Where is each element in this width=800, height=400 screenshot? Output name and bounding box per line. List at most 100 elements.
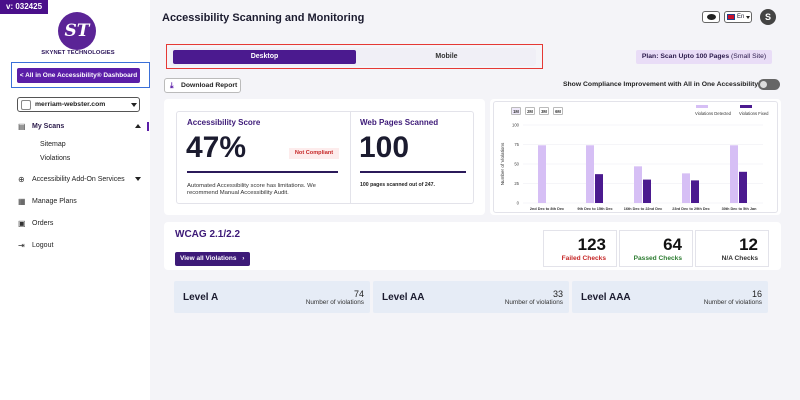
plan-prefix: Plan: [641, 53, 659, 60]
level-aa-card[interactable]: Level AA 33 Number of violations [373, 281, 569, 313]
bar-detected [730, 145, 738, 203]
stat-value: 64 [663, 235, 682, 254]
view-all-violations-button[interactable]: View all Violations › [175, 252, 250, 266]
version-badge: v: 032425 [0, 0, 49, 14]
globe-icon [21, 100, 31, 110]
wcag-title: WCAG 2.1/2.2 [175, 229, 241, 240]
level-a-card[interactable]: Level A 74 Number of violations [174, 281, 370, 313]
logo-text: SKYNET TECHNOLOGIES [41, 50, 115, 56]
x-tick-label: 30th Dec to 5th Jan [722, 207, 757, 211]
level-name: Level A [183, 292, 219, 303]
chart-panel [493, 101, 778, 213]
bar-detected [682, 173, 690, 203]
x-tick-label: 2nd Dec to 8th Dec [530, 207, 564, 211]
level-sub: Number of violations [703, 299, 762, 306]
site-select[interactable]: merriam-webster.com [17, 97, 140, 112]
level-name: Level AA [382, 292, 425, 303]
score-title: Accessibility Score [187, 118, 261, 127]
tabs-highlight [166, 44, 543, 69]
pages-title: Web Pages Scanned [360, 118, 439, 127]
x-tick-label: 9th Dec to 15th Dec [577, 207, 612, 211]
y-axis-label: Number of Violations [500, 142, 505, 185]
avatar[interactable]: S [760, 9, 776, 25]
y-tick-label: 25 [514, 181, 519, 186]
level-aaa-card[interactable]: Level AAA 16 Number of violations [572, 281, 768, 313]
download-report-button[interactable]: ⤓ Download Report [164, 78, 241, 93]
sidebar-item-label: Manage Plans [32, 198, 77, 205]
y-tick-label: 50 [514, 162, 519, 167]
bar-fixed [595, 174, 603, 203]
download-button-label: Download Report [181, 82, 238, 89]
sidebar-subitem-sitemap[interactable]: Sitemap [40, 141, 66, 148]
y-tick-label: 0 [517, 201, 520, 206]
x-tick-label: 23rd Dec to 29th Dec [672, 207, 710, 211]
language-select[interactable]: En [724, 11, 752, 23]
pages-progress-bar [360, 171, 466, 173]
stat-label: Passed Checks [633, 255, 682, 262]
view-violations-label: View all Violations [180, 255, 237, 262]
dashboard-button[interactable]: < All in One Accessibility® Dashboard [17, 68, 140, 83]
stat-failed: 123 Failed Checks [543, 230, 617, 267]
sidebar: v: 032425 ST SKYNET TECHNOLOGIES < All i… [0, 0, 150, 400]
bar-detected [586, 145, 594, 203]
bar-fixed [643, 179, 651, 203]
score-value: 47% [186, 131, 247, 164]
sidebar-subitem-violations[interactable]: Violations [40, 155, 71, 162]
document-icon: ▦ [18, 197, 26, 206]
compliance-toggle-label: Show Compliance Improvement with All in … [563, 81, 759, 88]
plan-name: Scan Upto 100 Pages [660, 53, 730, 60]
eye-icon[interactable] [702, 11, 720, 23]
score-progress-bar [187, 171, 338, 173]
stat-passed: 64 Passed Checks [619, 230, 693, 267]
chevron-right-icon: › [242, 255, 245, 262]
y-tick-label: 75 [514, 142, 519, 147]
y-tick-label: 100 [512, 123, 520, 128]
compliance-toggle[interactable] [758, 79, 780, 90]
score-note: Automated Accessibility score has limita… [187, 183, 316, 196]
level-count: 33 [552, 289, 563, 299]
status-badge: Not Compliant [289, 148, 339, 159]
divider [350, 111, 351, 204]
dashboard-button-highlight [11, 62, 150, 88]
flag-icon [727, 14, 735, 20]
orders-icon: ▣ [18, 219, 26, 228]
site-select-value: merriam-webster.com [35, 101, 106, 108]
scan-icon: ▤ [18, 122, 26, 131]
stat-value: 12 [739, 235, 758, 254]
tab-mobile[interactable]: Mobile [435, 53, 458, 60]
active-indicator [147, 122, 149, 131]
plan-size: (Small Site) [731, 53, 767, 60]
level-sub: Number of violations [305, 299, 364, 306]
logo-monogram: ST [58, 12, 96, 50]
chevron-up-icon[interactable] [135, 124, 141, 128]
sidebar-item-label: My Scans [32, 123, 65, 130]
pages-note: 100 pages scanned out of 247. [360, 182, 435, 188]
level-count: 74 [353, 289, 364, 299]
page-title: Accessibility Scanning and Monitoring [162, 12, 365, 24]
x-tick-label: 16th Dec to 22nd Dec [624, 207, 662, 211]
stat-label: Failed Checks [561, 255, 606, 262]
download-icon: ⤓ [170, 81, 174, 90]
range-button-3m[interactable]: 3M [539, 107, 549, 115]
range-button-6m[interactable]: 6M [553, 107, 563, 115]
chevron-down-icon [131, 103, 137, 107]
range-button-1m[interactable]: 1M [511, 107, 521, 115]
sidebar-item-label: Accessibility Add-On Services [32, 176, 125, 183]
legend-fixed: Violations Fixed [739, 111, 769, 116]
logout-icon: ⇥ [18, 241, 25, 250]
pages-value: 100 [359, 131, 410, 164]
legend-swatch-fixed [740, 105, 752, 108]
stat-label: N/A Checks [721, 255, 758, 262]
bar-fixed [739, 171, 747, 203]
stat-value: 123 [577, 235, 606, 254]
chevron-down-icon[interactable] [135, 177, 141, 181]
language-value: En [737, 14, 745, 20]
level-sub: Number of violations [504, 299, 563, 306]
range-button-2m[interactable]: 2M [525, 107, 535, 115]
sidebar-item-label: Orders [32, 220, 54, 227]
bar-detected [538, 145, 546, 203]
tab-desktop[interactable]: Desktop [173, 50, 356, 64]
sidebar-item-label: Logout [32, 242, 54, 249]
stat-na: 12 N/A Checks [695, 230, 769, 267]
violations-chart: 100 75 50 25 0 Number of Violations 2nd Dec to… [500, 123, 763, 211]
